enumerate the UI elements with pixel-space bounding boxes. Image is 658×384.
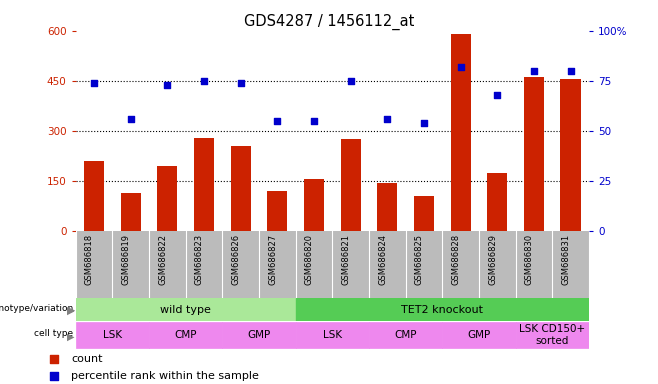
Point	[49, 356, 59, 362]
Text: LSK CD150+
sorted: LSK CD150+ sorted	[519, 324, 586, 346]
Bar	[295, 298, 589, 321]
Text: count: count	[71, 354, 103, 364]
Text: CMP: CMP	[174, 330, 197, 340]
Text: GSM686821: GSM686821	[342, 234, 351, 285]
Point	[418, 120, 429, 126]
Bar	[120, 193, 141, 231]
Point	[199, 78, 209, 84]
Bar	[157, 166, 178, 231]
Text: GSM686829: GSM686829	[488, 234, 497, 285]
Text: GSM686831: GSM686831	[561, 234, 570, 285]
Point	[162, 82, 172, 88]
Bar	[230, 146, 251, 231]
Text: GSM686822: GSM686822	[159, 234, 167, 285]
Text: GMP: GMP	[467, 330, 491, 340]
Bar	[369, 322, 442, 348]
Point	[492, 92, 503, 98]
Point	[309, 118, 319, 124]
Text: GSM686825: GSM686825	[415, 234, 424, 285]
Bar	[84, 161, 104, 231]
Point	[382, 116, 393, 122]
Point	[126, 116, 136, 122]
Point	[455, 64, 466, 70]
Bar	[487, 173, 507, 231]
Point	[49, 373, 59, 379]
Bar	[194, 137, 214, 231]
Bar	[524, 78, 544, 231]
Bar	[149, 322, 222, 348]
Text: CMP: CMP	[394, 330, 417, 340]
Text: LSK: LSK	[322, 330, 342, 340]
Text: cell type: cell type	[34, 329, 74, 338]
Point	[236, 80, 246, 86]
Bar	[516, 322, 589, 348]
Text: GSM686823: GSM686823	[195, 234, 204, 285]
Text: wild type: wild type	[160, 305, 211, 314]
Text: GSM686820: GSM686820	[305, 234, 314, 285]
Point	[272, 118, 282, 124]
Text: ▶: ▶	[67, 306, 75, 316]
Bar	[304, 179, 324, 231]
Bar	[377, 183, 397, 231]
Text: GSM686828: GSM686828	[451, 234, 461, 285]
Bar	[222, 322, 295, 348]
Point	[89, 80, 99, 86]
Text: GSM686824: GSM686824	[378, 234, 388, 285]
Bar	[414, 196, 434, 231]
Text: TET2 knockout: TET2 knockout	[401, 305, 483, 314]
Text: GDS4287 / 1456112_at: GDS4287 / 1456112_at	[244, 13, 414, 30]
Point	[528, 68, 539, 74]
Bar	[442, 322, 516, 348]
Text: GSM686830: GSM686830	[525, 234, 534, 285]
Text: ▶: ▶	[67, 331, 75, 341]
Bar	[295, 322, 369, 348]
Bar	[451, 34, 470, 231]
Bar	[76, 322, 149, 348]
Text: genotype/variation: genotype/variation	[0, 304, 74, 313]
Bar	[267, 191, 288, 231]
Text: GSM686818: GSM686818	[85, 234, 94, 285]
Point	[345, 78, 356, 84]
Bar	[561, 79, 580, 231]
Bar	[341, 139, 361, 231]
Text: LSK: LSK	[103, 330, 122, 340]
Point	[565, 68, 576, 74]
Text: percentile rank within the sample: percentile rank within the sample	[71, 371, 259, 381]
Text: GSM686826: GSM686826	[232, 234, 241, 285]
Text: GSM686827: GSM686827	[268, 234, 277, 285]
Text: GMP: GMP	[247, 330, 270, 340]
Text: GSM686819: GSM686819	[122, 234, 131, 285]
Bar	[76, 298, 295, 321]
